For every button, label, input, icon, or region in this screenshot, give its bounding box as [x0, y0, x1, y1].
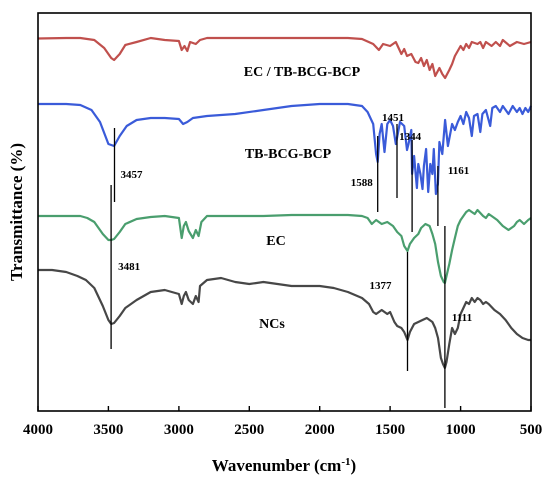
y-axis-title: Transmittance (%): [7, 143, 26, 281]
plot-frame: [37, 12, 532, 412]
series-line-ec: [38, 208, 532, 285]
series-label-ec-tb-bcg-bcp: EC / TB-BCG-BCP: [244, 65, 361, 80]
series-line-ec-tb-bcg-bcp: [37, 36, 532, 80]
series-line-ncs: [38, 268, 531, 370]
x-tick-label-1000: 1000: [446, 422, 476, 438]
x-tick-label-4000: 4000: [23, 422, 53, 438]
x-tick-label-1500: 1500: [375, 422, 405, 438]
peak-marker-layer: 3457 1588 1451 1344 1161 3481 1377 1111: [110, 112, 472, 408]
x-tick-layer: 4000 3500 3000 2500 2000 1500 1000 500: [23, 406, 542, 438]
peak-label-1111: 1111: [452, 312, 472, 324]
x-tick-label-500: 500: [520, 422, 543, 438]
series-label-ec: EC: [266, 234, 285, 249]
peak-label-1344: 1344: [399, 131, 422, 143]
peak-label-3481: 3481: [118, 261, 140, 273]
x-axis-title-main: Wavenumber (cm: [212, 456, 342, 475]
series-layer: [37, 36, 532, 370]
series-line-tb-bcg-bcp: [38, 102, 532, 196]
peak-label-1451: 1451: [382, 112, 404, 124]
x-axis-title-superscript: -1: [341, 456, 350, 468]
peak-label-1161: 1161: [448, 165, 469, 177]
series-label-ncs: NCs: [259, 317, 285, 332]
x-tick-label-2500: 2500: [234, 422, 264, 438]
x-axis-title-close: ): [351, 456, 357, 475]
x-tick-label-3000: 3000: [164, 422, 194, 438]
x-axis-title: Wavenumber (cm-1): [212, 456, 356, 475]
x-tick-label-3500: 3500: [93, 422, 123, 438]
peak-label-3457: 3457: [121, 169, 144, 181]
x-tick-label-2000: 2000: [305, 422, 335, 438]
series-label-tb-bcg-bcp: TB-BCG-BCP: [245, 147, 332, 162]
peak-label-1588: 1588: [351, 177, 374, 189]
peak-label-1377: 1377: [370, 280, 393, 292]
